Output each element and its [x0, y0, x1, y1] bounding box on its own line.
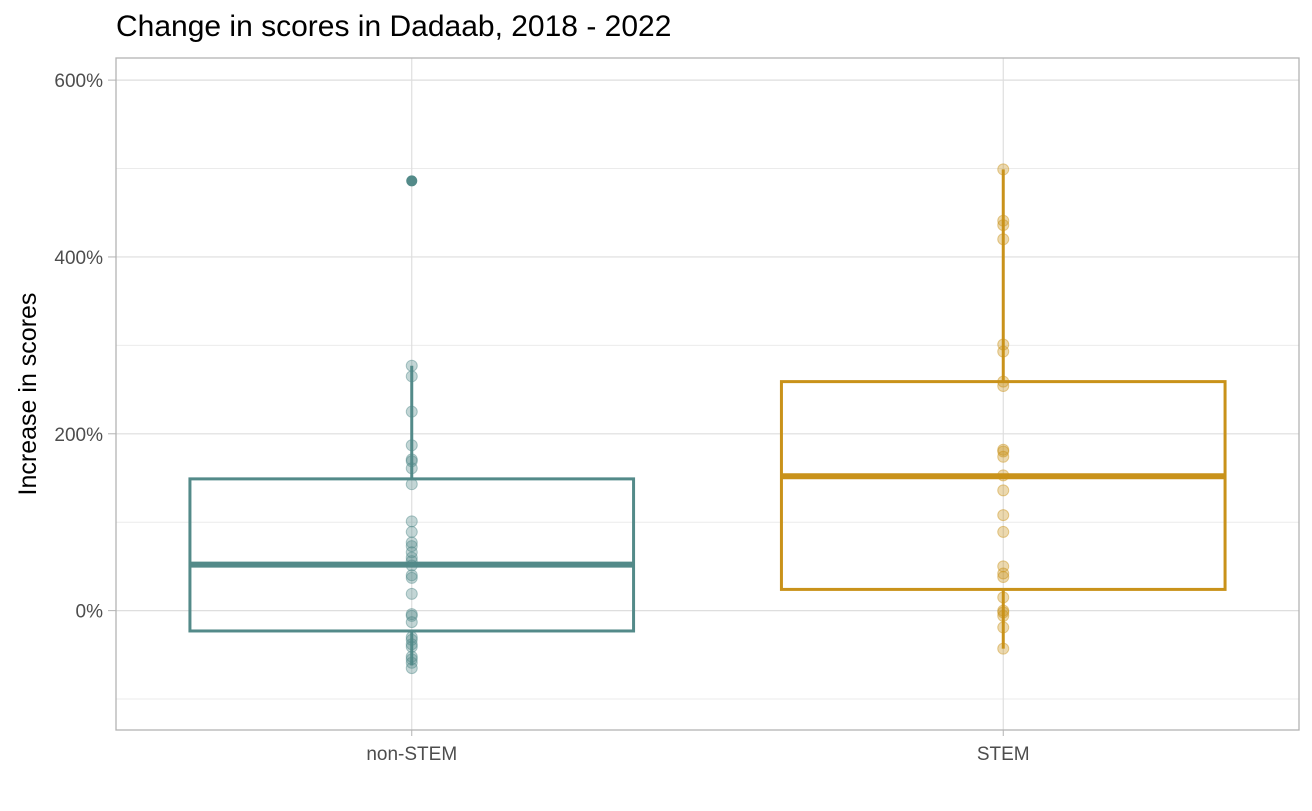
data-point — [405, 551, 418, 564]
grid-lines — [116, 58, 1299, 730]
x-tick-label: STEM — [977, 744, 1030, 765]
data-point — [405, 405, 418, 418]
data-point — [405, 571, 418, 584]
data-point — [405, 640, 418, 653]
data-point — [405, 616, 418, 629]
data-point — [997, 163, 1010, 176]
data-point — [405, 478, 418, 491]
data-point — [997, 214, 1010, 227]
data-point — [997, 509, 1010, 522]
data-point — [997, 560, 1010, 573]
data-point — [997, 380, 1010, 393]
data-point — [405, 455, 418, 468]
y-axis-title: Increase in scores — [14, 293, 42, 496]
data-point — [997, 338, 1010, 351]
box-plot-marks — [188, 163, 1227, 675]
data-point — [405, 587, 418, 600]
data-point — [405, 638, 418, 651]
box-iqr — [779, 380, 1227, 591]
data-point — [405, 653, 418, 666]
data-point — [997, 642, 1010, 655]
data-point — [997, 345, 1010, 358]
y-tick-label: 0% — [76, 602, 104, 623]
data-point — [405, 569, 418, 582]
data-point — [405, 359, 418, 372]
data-point — [405, 540, 418, 553]
data-point — [405, 515, 418, 528]
data-point — [997, 571, 1010, 584]
data-point — [405, 453, 418, 466]
data-point — [997, 621, 1010, 634]
outlier-point — [406, 175, 418, 187]
y-tick-label: 600% — [54, 71, 103, 92]
data-point — [405, 462, 418, 475]
y-tick-label: 200% — [54, 425, 103, 446]
box-iqr — [188, 477, 636, 633]
data-point — [997, 445, 1010, 458]
data-point — [997, 219, 1010, 232]
data-point — [405, 650, 418, 663]
y-tick-label: 400% — [54, 248, 103, 269]
data-point — [405, 546, 418, 559]
data-point — [405, 439, 418, 452]
data-point — [997, 604, 1010, 617]
data-point — [405, 608, 418, 621]
data-point — [997, 375, 1010, 388]
data-point — [997, 484, 1010, 497]
data-point — [997, 567, 1010, 580]
data-point — [405, 559, 418, 572]
data-point — [405, 631, 418, 644]
data-point — [997, 591, 1010, 604]
data-point — [405, 370, 418, 383]
axes: 0% 200% 400% 600% non-STEM STEM Increase in sc… — [14, 71, 1030, 765]
x-tick-label: non-STEM — [366, 744, 457, 765]
data-point — [997, 525, 1010, 538]
data-point — [405, 633, 418, 646]
data-point — [405, 555, 418, 568]
data-point — [997, 609, 1010, 622]
data-point — [997, 469, 1010, 482]
chart-title: Change in scores in Dadaab, 2018 - 2022 — [116, 10, 672, 43]
data-point — [405, 656, 418, 669]
data-point — [405, 662, 418, 675]
data-point — [997, 606, 1010, 619]
plot-panel — [115, 57, 1300, 731]
data-point — [997, 233, 1010, 246]
data-point — [405, 525, 418, 538]
data-point — [405, 536, 418, 549]
data-point — [997, 450, 1010, 463]
data-point — [405, 609, 418, 622]
data-point — [997, 443, 1010, 456]
